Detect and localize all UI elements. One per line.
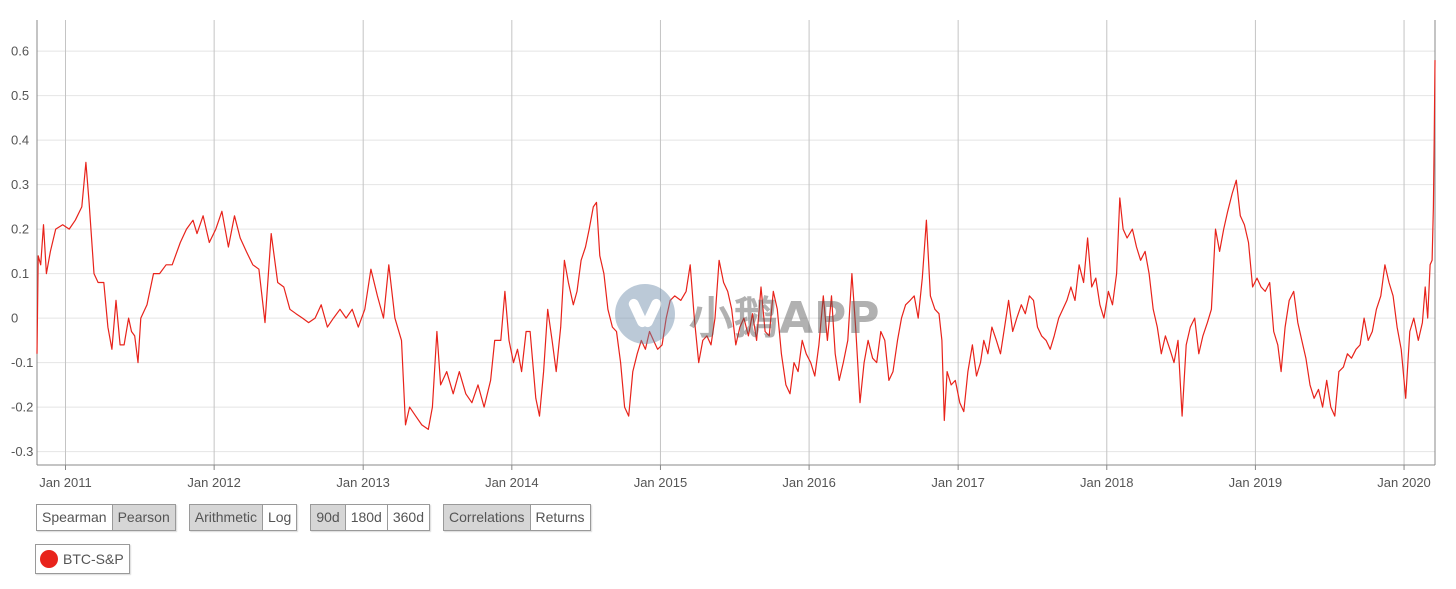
pearson-button[interactable]: Pearson bbox=[112, 505, 175, 530]
returns-button[interactable]: Returns bbox=[530, 505, 590, 530]
x-tick-label: Jan 2016 bbox=[782, 475, 836, 490]
x-tick-label: Jan 2012 bbox=[187, 475, 241, 490]
view-toggle: Correlations Returns bbox=[443, 504, 591, 531]
vertical-gridlines bbox=[65, 20, 1405, 465]
window-360d-button[interactable]: 360d bbox=[387, 505, 430, 530]
log-button[interactable]: Log bbox=[262, 505, 297, 530]
window-toggle: 90d 180d 360d bbox=[310, 504, 431, 531]
y-tick-label: 0.3 bbox=[11, 177, 29, 192]
y-axis-labels: 0.6 0.5 0.4 0.3 0.2 0.1 0 -0.1 -0.2 -0.3 bbox=[11, 44, 33, 459]
x-tick-label: Jan 2019 bbox=[1229, 475, 1283, 490]
y-tick-label: -0.3 bbox=[11, 444, 33, 459]
y-tick-label: 0.5 bbox=[11, 88, 29, 103]
x-tick-label: Jan 2020 bbox=[1377, 475, 1431, 490]
x-tick-label: Jan 2013 bbox=[336, 475, 390, 490]
correlations-button[interactable]: Correlations bbox=[444, 505, 531, 530]
y-tick-label: 0.1 bbox=[11, 266, 29, 281]
y-tick-label: -0.1 bbox=[11, 355, 33, 370]
x-tick-label: Jan 2015 bbox=[634, 475, 688, 490]
y-tick-label: 0 bbox=[11, 311, 18, 326]
arithmetic-button[interactable]: Arithmetic bbox=[189, 505, 263, 530]
series-line-btc-sp bbox=[36, 60, 1436, 430]
chart-canvas: 0.6 0.5 0.4 0.3 0.2 0.1 0 -0.1 -0.2 -0.3 Jan 2011… bbox=[11, 20, 1436, 490]
x-tick-label: Jan 2014 bbox=[485, 475, 539, 490]
y-tick-label: 0.4 bbox=[11, 133, 29, 148]
x-tick-label: Jan 2011 bbox=[39, 475, 92, 490]
window-180d-button[interactable]: 180d bbox=[345, 505, 388, 530]
legend-item-btc-sp[interactable]: BTC-S&P bbox=[35, 544, 130, 574]
y-tick-label: 0.2 bbox=[11, 222, 29, 237]
legend-swatch bbox=[40, 550, 58, 568]
x-axis-labels: Jan 2011 Jan 2012 Jan 2013 Jan 2014 Jan 2015… bbox=[39, 475, 1431, 490]
series-layer bbox=[36, 60, 1436, 430]
chart-controls: Spearman Pearson Arithmetic Log 90d 180d… bbox=[36, 504, 591, 531]
scale-toggle: Arithmetic Log bbox=[188, 504, 298, 531]
correlation-chart[interactable]: 0.6 0.5 0.4 0.3 0.2 0.1 0 -0.1 -0.2 -0.3 Jan 2011… bbox=[0, 0, 1456, 500]
x-tick-label: Jan 2017 bbox=[931, 475, 985, 490]
spearman-button[interactable]: Spearman bbox=[37, 505, 113, 530]
y-tick-label: 0.6 bbox=[11, 44, 29, 59]
horizontal-gridlines bbox=[37, 50, 1435, 453]
window-90d-button[interactable]: 90d bbox=[311, 505, 346, 530]
y-tick-label: -0.2 bbox=[11, 400, 33, 415]
plot-axes bbox=[36, 20, 1436, 470]
legend-label: BTC-S&P bbox=[63, 551, 124, 567]
x-tick-label: Jan 2018 bbox=[1080, 475, 1134, 490]
method-toggle: Spearman Pearson bbox=[36, 504, 176, 531]
